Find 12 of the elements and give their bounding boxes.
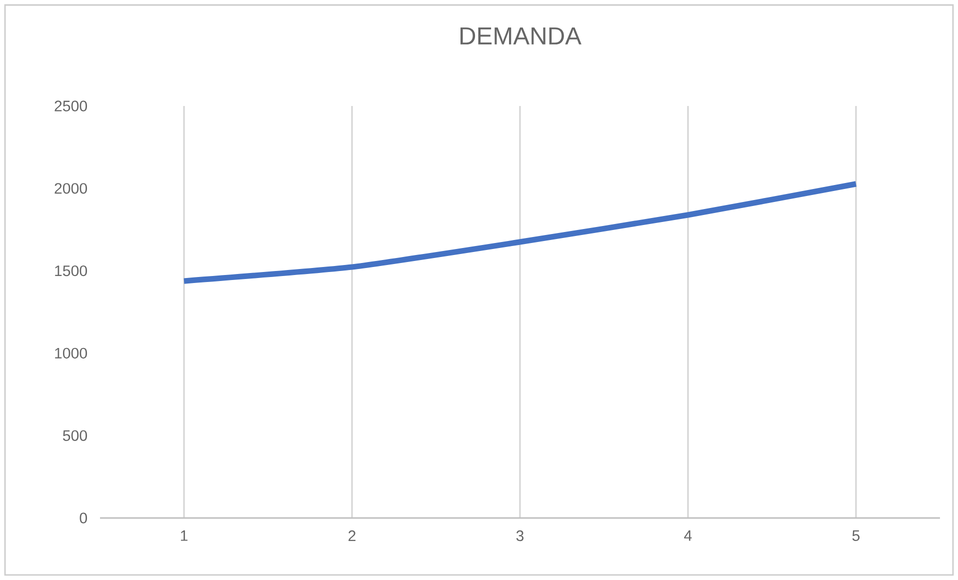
y-tick-label: 1500 bbox=[55, 265, 88, 276]
x-tick-label: 1 bbox=[180, 530, 188, 541]
x-tick-label: 3 bbox=[516, 530, 524, 542]
y-tick-label: 0 bbox=[80, 512, 88, 524]
y-tick-label: 500 bbox=[62, 430, 88, 441]
x-tick-label: 2 bbox=[348, 530, 356, 541]
chart-title: DEMANDA bbox=[460, 27, 582, 44]
x-tick-label: 5 bbox=[852, 530, 860, 541]
x-tick-label: 4 bbox=[684, 530, 692, 541]
y-tick-label: 1000 bbox=[55, 348, 88, 359]
y-tick-label: 2000 bbox=[54, 183, 88, 194]
y-tick-label: 2500 bbox=[54, 100, 88, 112]
